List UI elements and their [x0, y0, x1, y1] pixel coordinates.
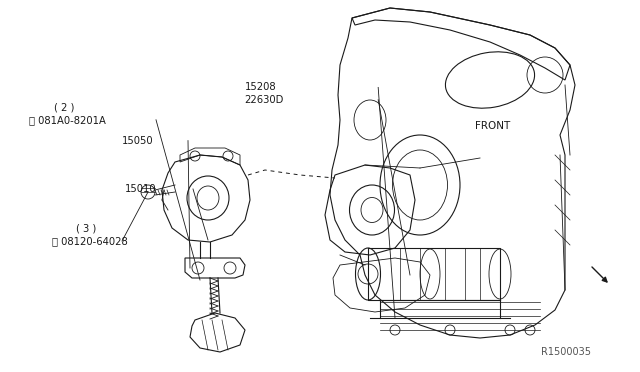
Text: ( 3 ): ( 3 ): [76, 223, 96, 233]
Text: ( 2 ): ( 2 ): [54, 103, 75, 113]
Text: Ⓑ 081A0-8201A: Ⓑ 081A0-8201A: [29, 115, 106, 125]
Text: 15010: 15010: [125, 184, 156, 194]
Text: Ⓑ 08120-64028: Ⓑ 08120-64028: [52, 236, 128, 246]
Text: R1500035: R1500035: [541, 347, 591, 356]
Text: 22630D: 22630D: [244, 95, 284, 105]
Text: 15208: 15208: [244, 83, 276, 92]
Text: FRONT: FRONT: [475, 121, 510, 131]
Text: 15050: 15050: [122, 136, 153, 145]
